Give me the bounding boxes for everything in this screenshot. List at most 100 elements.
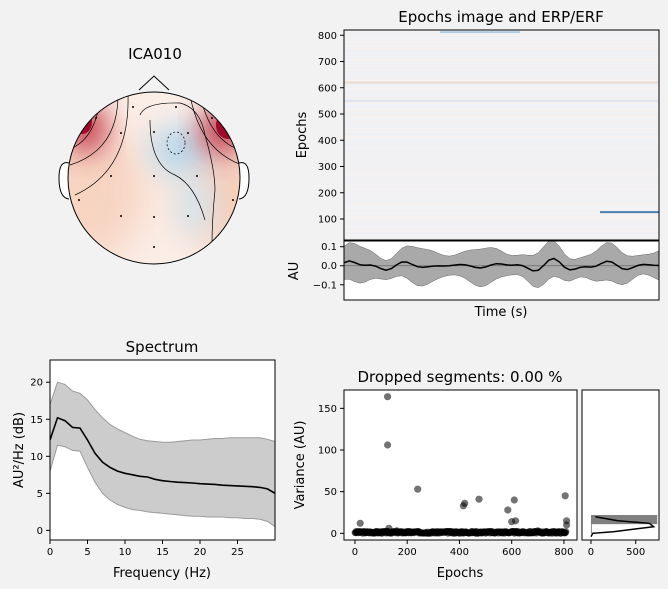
epochs-row: [344, 114, 659, 115]
epochs-row: [344, 220, 659, 221]
epochs-row: [344, 98, 659, 99]
epochs-row: [344, 135, 659, 136]
dropped-point: [487, 528, 495, 536]
epochs-row: [344, 208, 659, 209]
epochs-row: [344, 180, 659, 181]
erp-xlabel: Time (s): [474, 305, 528, 320]
epochs-row: [344, 137, 659, 138]
epochs-row: [344, 224, 659, 225]
epochs-row: [344, 210, 659, 211]
dropped-point: [385, 524, 393, 532]
epochs-row: [344, 62, 659, 63]
hist-frame: [581, 389, 660, 541]
epochs-row: [344, 128, 659, 129]
epochs-row: [344, 229, 659, 230]
epochs-row: [344, 214, 659, 215]
epochs-row: [344, 176, 659, 177]
epochs-row: [344, 58, 659, 59]
epochs-row: [344, 56, 659, 57]
epochs-row: [344, 153, 659, 154]
epochs-row: [344, 36, 659, 37]
epochs-row: [344, 130, 659, 131]
epochs-row: [344, 217, 659, 218]
epochs-row: [344, 122, 659, 123]
spectrum-x-tick-label: 5: [84, 547, 90, 558]
epochs-row: [344, 115, 659, 116]
dropped-x-tick-label: 400: [450, 547, 469, 558]
epochs-row: [344, 134, 659, 135]
dropped-point: [511, 517, 520, 525]
epochs-row: [344, 76, 659, 77]
epochs-row: [344, 94, 659, 95]
epochs-row: [344, 93, 659, 94]
spectrum-y-tick-label: 10: [30, 452, 43, 463]
epochs-row: [344, 178, 659, 179]
epochs-image-y-ticks: 100 200 300 400 500 600 700 800: [318, 31, 344, 226]
epochs-row: [344, 196, 659, 197]
epochs-row: [344, 203, 659, 204]
topomap-nose: [138, 75, 170, 91]
epochs-row: [344, 85, 659, 86]
epochs-row: [344, 50, 659, 51]
epochs-row: [344, 160, 659, 161]
epochs-row: [344, 230, 659, 231]
epochs-row: [344, 55, 659, 56]
epochs-row: [344, 106, 659, 107]
epochs-row: [344, 102, 659, 103]
epochs-row: [344, 35, 659, 36]
epochs-row: [344, 67, 659, 68]
epochs-row: [344, 75, 659, 76]
spectrum-mean-line: [50, 416, 275, 494]
dropped-point: [510, 496, 518, 504]
epochs-row: [344, 48, 659, 49]
epochs-row: [344, 146, 659, 147]
dropped-x-tick-label: 600: [502, 547, 521, 558]
epochs-row: [344, 74, 659, 75]
epochs-row: [344, 228, 659, 229]
epochs-row: [344, 170, 659, 171]
epochs-row: [344, 96, 659, 97]
epochs-row: [344, 152, 659, 153]
epochs-row: [344, 97, 659, 98]
dropped-scatter-points: [351, 393, 571, 537]
epochs-image-panel: Epochs image and ERP/ERF 100 200 300 400 500…: [295, 8, 660, 241]
dropped-x-ticks: 0 200 400 600 800: [352, 540, 573, 558]
spectrum-ylabel: AU²/Hz (dB): [12, 412, 27, 488]
epochs-y-tick-label: 200: [318, 188, 337, 199]
epochs-row: [344, 215, 659, 216]
epochs-row: [344, 185, 659, 186]
epochs-row: [344, 188, 659, 189]
topomap-left-ear: [58, 162, 70, 200]
dropped-y-tick-label: 50: [324, 487, 337, 498]
hist-kde-line: [590, 515, 656, 538]
epochs-row: [344, 187, 659, 188]
epochs-row: [344, 231, 659, 232]
epochs-row: [344, 151, 659, 152]
dropped-x-tick-label: 800: [554, 547, 573, 558]
hist-x-tick-label: 0: [588, 547, 594, 558]
epochs-row: [344, 68, 659, 69]
epochs-row: [344, 116, 659, 117]
epochs-row: [344, 198, 659, 199]
epochs-row: [344, 216, 659, 217]
erp-y-tick-label: 0.1: [321, 242, 337, 253]
epochs-row: [344, 61, 659, 62]
epochs-row: [344, 222, 659, 223]
epochs-row: [344, 113, 659, 114]
epochs-row: [344, 142, 659, 143]
epochs-row: [344, 190, 659, 191]
dropped-point: [442, 528, 450, 536]
epochs-row: [344, 148, 659, 149]
dropped-x-tick-label: 200: [398, 547, 417, 558]
epochs-row: [344, 177, 659, 178]
topomap-title: ICA010: [128, 45, 182, 63]
dropped-point: [561, 492, 569, 500]
epochs-y-tick-label: 300: [318, 162, 337, 173]
epochs-row: [344, 103, 659, 104]
erp-mean-line: [344, 257, 659, 272]
epochs-row: [344, 194, 659, 195]
epochs-row: [344, 131, 659, 132]
epochs-row: [344, 199, 659, 200]
epochs-row: [344, 195, 659, 196]
